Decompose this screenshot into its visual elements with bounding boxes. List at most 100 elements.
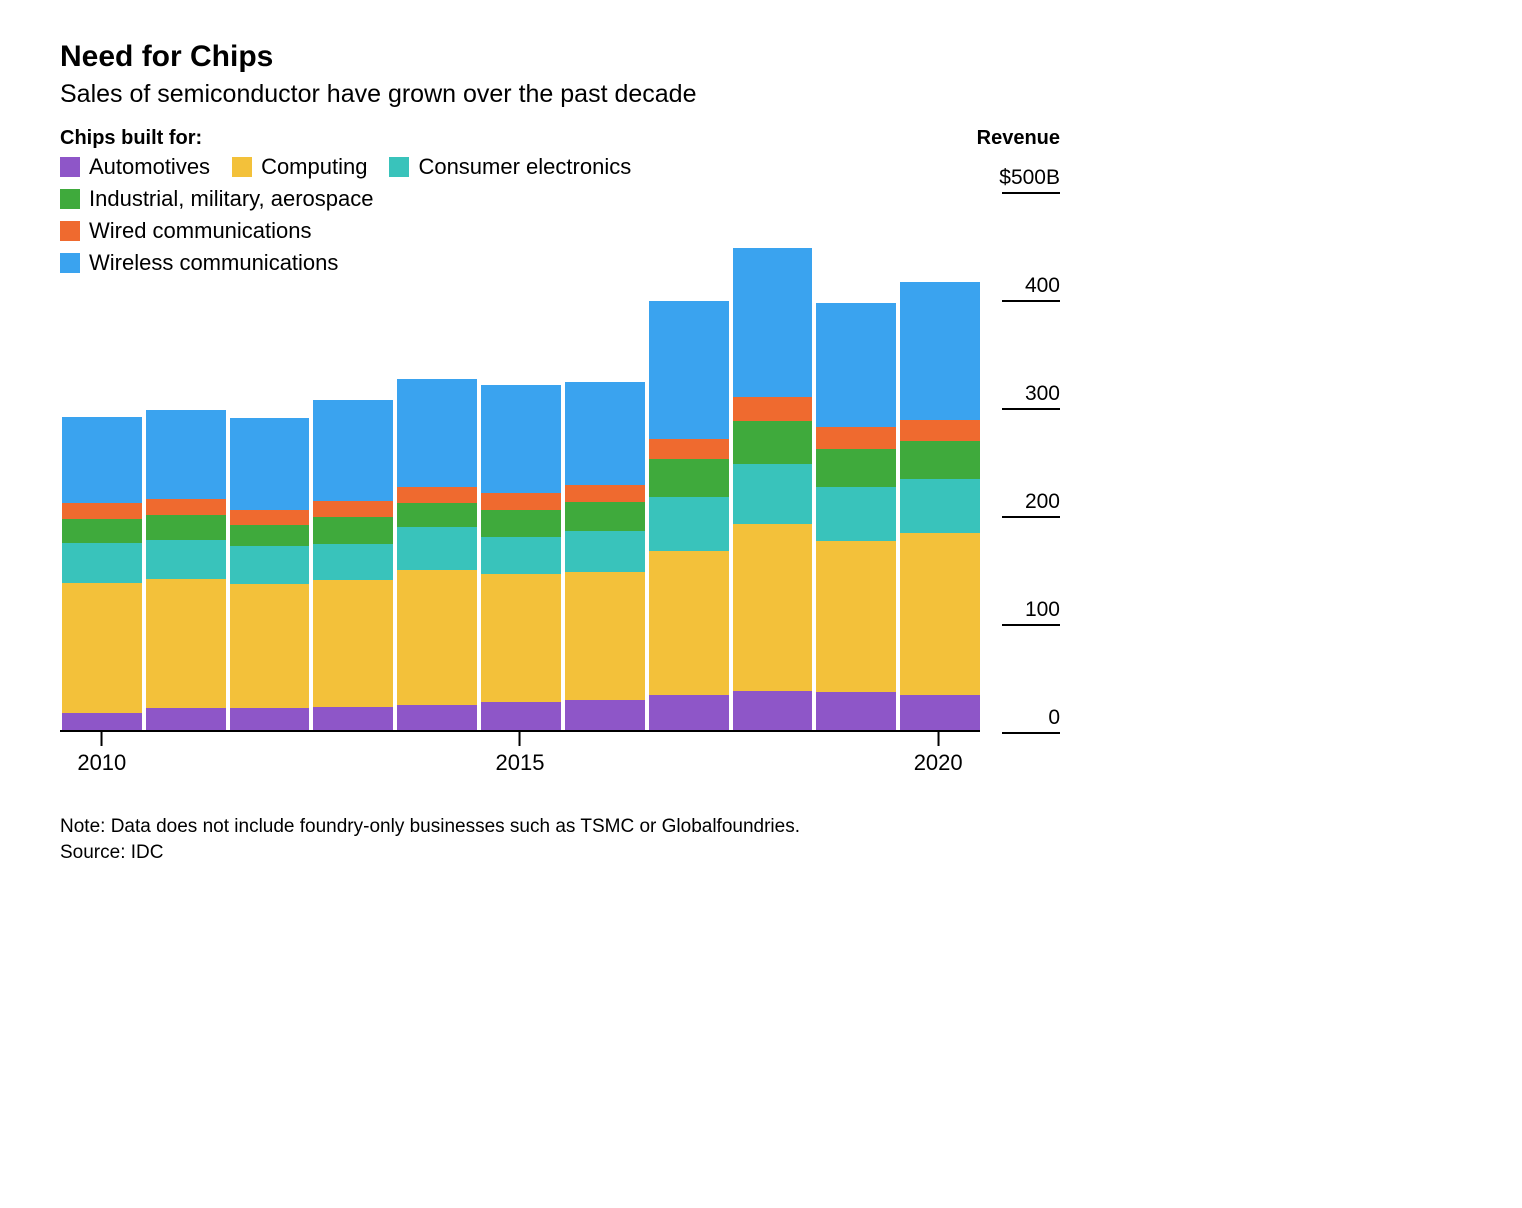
chart-subtitle: Sales of semiconductor have grown over t… [60, 80, 1060, 109]
y-axis-title: Revenue [977, 127, 1060, 150]
bar-segment-consumer [900, 479, 980, 533]
bar-segment-automotives [481, 702, 561, 732]
bar-segment-wireless [900, 282, 980, 420]
bar-segment-computing [230, 584, 310, 708]
bar-segment-consumer [565, 531, 645, 572]
bar-2016 [565, 382, 645, 732]
bar-segment-industrial [565, 502, 645, 531]
y-axis: $500B4003002001000 [982, 192, 1060, 732]
bar-segment-automotives [146, 708, 226, 732]
y-tick-label: 100 [982, 598, 1060, 622]
x-tick-label: 2010 [77, 750, 126, 776]
bars-region [60, 192, 980, 732]
bar-segment-computing [816, 541, 896, 692]
y-tick-mark-icon [1002, 408, 1060, 410]
bar-2015 [481, 385, 561, 732]
bar-segment-wired [397, 487, 477, 503]
bar-segment-industrial [481, 510, 561, 537]
bar-segment-wired [62, 503, 142, 519]
legend-swatch-icon [232, 157, 252, 177]
bar-segment-computing [62, 583, 142, 713]
bar-segment-wireless [481, 385, 561, 493]
y-tick-mark-icon [1002, 192, 1060, 194]
x-tick-mark-icon [937, 732, 939, 746]
bar-segment-automotives [230, 708, 310, 732]
legend-label: Automotives [89, 154, 210, 180]
bar-segment-wired [230, 510, 310, 525]
x-tick-label: 2015 [496, 750, 545, 776]
bar-segment-consumer [733, 464, 813, 523]
bar-segment-wireless [146, 410, 226, 499]
legend-item-consumer: Consumer electronics [389, 154, 631, 180]
bar-2014 [397, 379, 477, 732]
legend-label: Computing [261, 154, 367, 180]
bar-segment-consumer [481, 537, 561, 575]
bar-2019 [816, 303, 896, 732]
x-tick-2015: 2015 [496, 732, 545, 776]
bar-2013 [313, 400, 393, 732]
y-tick-mark-icon [1002, 624, 1060, 626]
y-tick-label: 0 [982, 706, 1060, 730]
bar-segment-wired [313, 501, 393, 517]
y-tick: 200 [982, 490, 1060, 518]
bar-segment-wireless [649, 301, 729, 439]
bar-segment-automotives [649, 695, 729, 732]
y-tick: 100 [982, 598, 1060, 626]
legend-title: Chips built for: [60, 127, 202, 150]
x-tick-2020: 2020 [914, 732, 963, 776]
bar-segment-wireless [816, 303, 896, 427]
bar-segment-computing [649, 551, 729, 696]
bar-segment-industrial [397, 503, 477, 527]
bar-segment-industrial [313, 517, 393, 544]
x-tick-mark-icon [519, 732, 521, 746]
bar-segment-computing [146, 579, 226, 709]
y-tick-mark-icon [1002, 300, 1060, 302]
bar-segment-automotives [565, 700, 645, 732]
bar-segment-consumer [816, 487, 896, 541]
bar-segment-computing [900, 533, 980, 695]
bar-2018 [733, 248, 813, 732]
bar-2011 [146, 410, 226, 732]
legend-swatch-icon [389, 157, 409, 177]
x-axis: 2010 2015 2020 [60, 732, 980, 780]
bar-segment-wireless [733, 248, 813, 397]
bar-segment-consumer [397, 527, 477, 570]
bar-segment-wired [146, 499, 226, 515]
bar-segment-computing [733, 524, 813, 691]
legend-label: Consumer electronics [418, 154, 631, 180]
footnote-source: Source: IDC [60, 840, 1060, 866]
bar-segment-industrial [62, 519, 142, 543]
legend-item-computing: Computing [232, 154, 367, 180]
bar-segment-automotives [900, 695, 980, 732]
bar-segment-industrial [900, 441, 980, 479]
bar-segment-consumer [146, 540, 226, 579]
bar-segment-industrial [733, 421, 813, 464]
bar-2010 [62, 417, 142, 732]
plot-area: $500B4003002001000 [60, 192, 1060, 732]
chart-title: Need for Chips [60, 40, 1060, 74]
bar-segment-automotives [313, 707, 393, 732]
bar-segment-industrial [230, 525, 310, 547]
bar-segment-automotives [816, 692, 896, 732]
legend-row: Automotives Computing Consumer electronics [60, 154, 700, 180]
bar-2020 [900, 282, 980, 732]
bar-segment-automotives [733, 691, 813, 732]
bar-segment-computing [397, 570, 477, 705]
y-tick-label: 400 [982, 274, 1060, 298]
bar-2017 [649, 301, 729, 732]
y-tick: 400 [982, 274, 1060, 302]
bar-segment-consumer [230, 546, 310, 584]
bar-segment-wireless [565, 382, 645, 485]
y-tick-label: $500B [982, 166, 1060, 190]
y-tick: 300 [982, 382, 1060, 410]
bar-segment-industrial [649, 459, 729, 497]
y-tick-label: 300 [982, 382, 1060, 406]
bar-segment-computing [481, 574, 561, 701]
bar-segment-wireless [397, 379, 477, 487]
bar-segment-consumer [62, 543, 142, 583]
bar-segment-industrial [146, 515, 226, 540]
bar-segment-wired [816, 427, 896, 449]
footnote-note: Note: Data does not include foundry-only… [60, 814, 1060, 840]
chart-container: Need for Chips Sales of semiconductor ha… [60, 40, 1060, 865]
bar-segment-wireless [230, 418, 310, 510]
